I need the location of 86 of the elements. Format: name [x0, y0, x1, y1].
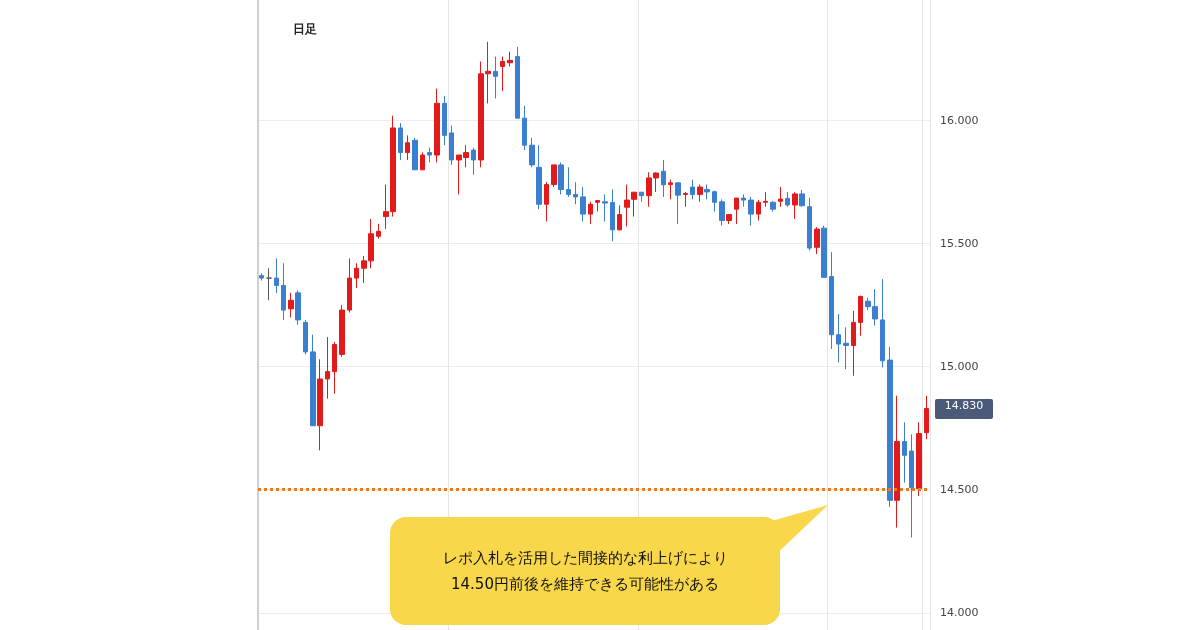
- candlestick: [880, 278, 885, 368]
- candlestick: [887, 346, 893, 508]
- candlestick: [829, 251, 834, 350]
- candlestick: [924, 395, 929, 440]
- candlestick: [799, 189, 805, 208]
- candlestick: [858, 295, 863, 337]
- candlestick: [434, 88, 440, 163]
- candlestick: [420, 152, 425, 171]
- candlestick: [690, 179, 695, 200]
- candlestick: [792, 191, 798, 220]
- candlestick: [902, 421, 907, 484]
- candlestick: [347, 257, 352, 314]
- candlestick: [566, 166, 571, 198]
- candlestick: [836, 313, 841, 363]
- candlestick: [712, 190, 717, 213]
- candlestick: [595, 200, 600, 213]
- candlestick: [726, 213, 732, 225]
- y-tick-label: 15.500: [940, 237, 979, 251]
- candlestick: [317, 358, 323, 451]
- candlestick: [376, 223, 381, 240]
- y-tick-label: 15.000: [940, 360, 979, 374]
- candlestick: [602, 193, 608, 222]
- y-tick-label: 14.000: [940, 606, 979, 620]
- candlestick: [909, 433, 914, 538]
- candlestick: [719, 198, 725, 227]
- candlestick: [610, 188, 615, 242]
- candlestick: [288, 292, 294, 318]
- candlestick: [442, 95, 447, 146]
- candlestick: [449, 125, 454, 166]
- text: 14.830: [935, 398, 993, 419]
- candlestick: [668, 179, 673, 200]
- candlestick: [580, 186, 586, 222]
- candlestick: [259, 272, 264, 282]
- candlestick: [748, 196, 754, 227]
- candlestick: [493, 56, 498, 99]
- candlestick: [785, 191, 790, 208]
- candlestick: [770, 200, 776, 213]
- candlestick: [617, 204, 622, 232]
- candlestick: [821, 225, 827, 278]
- candlestick: [851, 310, 856, 377]
- candlestick: [405, 134, 410, 161]
- candlestick: [778, 186, 783, 208]
- candlestick: [683, 191, 688, 208]
- candlestick: [427, 147, 432, 163]
- candlestick: [551, 164, 557, 188]
- y-tick-label: 14.500: [940, 483, 979, 497]
- candlestick: [704, 184, 710, 200]
- candlestick: [558, 161, 564, 195]
- candlestick: [412, 137, 418, 171]
- candlestick: [763, 191, 768, 208]
- candlestick: [515, 46, 520, 119]
- candlestick: [675, 181, 681, 225]
- candlestick: [814, 226, 820, 255]
- candlestick: [661, 159, 666, 198]
- candlestick: [471, 147, 476, 176]
- text: 日足: [293, 22, 317, 36]
- candlestick: [756, 199, 761, 221]
- candlestick: [522, 105, 527, 151]
- candlestick: [398, 122, 403, 161]
- candlestick: [507, 51, 513, 67]
- candlestick: [807, 197, 812, 252]
- candlestick: [266, 267, 272, 301]
- candlestick: [310, 334, 316, 427]
- annotation: レポ入札を活用した間接的な利上げにより 14.50円前後を維持できる可能性がある: [390, 517, 780, 625]
- candlestick: [544, 181, 549, 222]
- candlestick: [639, 191, 644, 203]
- candlestick: [588, 201, 593, 225]
- candlestick: [500, 56, 505, 92]
- candlestick: [529, 137, 535, 168]
- candlestick: [354, 262, 359, 289]
- candlestick: [295, 289, 301, 326]
- candlestick: [325, 336, 330, 400]
- candlestick: [303, 319, 308, 355]
- y-tick-label: 16.000: [940, 114, 979, 128]
- candlestick: [697, 184, 703, 203]
- candlestick: [339, 304, 345, 358]
- candlestick: [734, 197, 739, 225]
- candlestick: [843, 326, 849, 370]
- candlestick: [536, 144, 542, 210]
- candlestick: [916, 421, 922, 497]
- candlestick: [274, 257, 279, 294]
- candlestick: [894, 395, 900, 529]
- candlestick: [332, 341, 337, 395]
- candlestick: [573, 181, 578, 205]
- candlestick: [281, 262, 286, 321]
- candlestick: [741, 193, 746, 208]
